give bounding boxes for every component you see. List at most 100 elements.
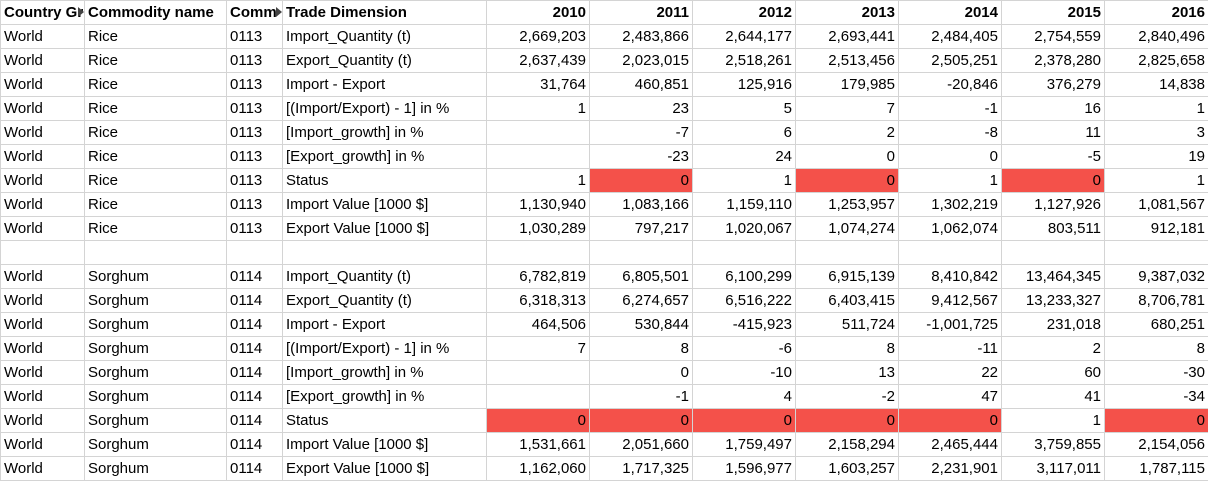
cell-value-2010[interactable]: 7 <box>486 336 590 361</box>
cell-dimension[interactable]: Import Value [1000 $] <box>282 192 487 217</box>
cell-value-2014[interactable]: -11 <box>898 336 1002 361</box>
cell-commodity[interactable]: Rice <box>84 120 227 145</box>
cell-value-2016[interactable]: 19 <box>1104 144 1208 169</box>
cell-value-2016[interactable]: 1 <box>1104 96 1208 121</box>
cell-value-2012[interactable]: 5 <box>692 96 796 121</box>
cell-country[interactable]: World <box>0 384 85 409</box>
cell-commodity[interactable]: Sorghum <box>84 456 227 481</box>
cell-value-2012[interactable]: 6 <box>692 120 796 145</box>
cell-value-2012[interactable]: 1,020,067 <box>692 216 796 241</box>
cell-value-2013[interactable]: -2 <box>795 384 899 409</box>
cell-country[interactable]: World <box>0 216 85 241</box>
cell-value-2010[interactable]: 1,030,289 <box>486 216 590 241</box>
cell[interactable] <box>226 240 283 265</box>
cell-value-2015[interactable]: -5 <box>1001 144 1105 169</box>
cell-commodity[interactable]: Rice <box>84 48 227 73</box>
cell-country[interactable]: World <box>0 288 85 313</box>
cell-value-2014[interactable]: 9,412,567 <box>898 288 1002 313</box>
cell-dimension[interactable]: [Import_growth] in % <box>282 120 487 145</box>
cell-country[interactable]: World <box>0 264 85 289</box>
cell-value-2016[interactable]: 2,825,658 <box>1104 48 1208 73</box>
cell-value-2011[interactable]: -7 <box>589 120 693 145</box>
cell-code[interactable]: 0113 <box>226 96 283 121</box>
cell-value-2013[interactable]: 179,985 <box>795 72 899 97</box>
cell-code[interactable]: 0114 <box>226 312 283 337</box>
cell-value-2016[interactable]: 1,081,567 <box>1104 192 1208 217</box>
cell-value-2011[interactable]: 23 <box>589 96 693 121</box>
cell-value-2011[interactable]: -1 <box>589 384 693 409</box>
cell-code[interactable]: 0113 <box>226 24 283 49</box>
header-dimension[interactable]: Trade Dimension <box>282 0 487 25</box>
cell-value-2014[interactable]: 0 <box>898 144 1002 169</box>
cell[interactable] <box>1104 240 1208 265</box>
cell-code[interactable]: 0114 <box>226 384 283 409</box>
cell-commodity[interactable]: Sorghum <box>84 288 227 313</box>
cell-value-2012[interactable]: 4 <box>692 384 796 409</box>
header-year-2012[interactable]: 2012 <box>692 0 796 25</box>
cell-value-2015[interactable]: 1 <box>1001 408 1105 433</box>
cell[interactable] <box>486 240 590 265</box>
cell-value-2014[interactable]: 2,465,444 <box>898 432 1002 457</box>
cell-dimension[interactable]: Import - Export <box>282 72 487 97</box>
cell-value-2015[interactable]: 60 <box>1001 360 1105 385</box>
cell-commodity[interactable]: Sorghum <box>84 432 227 457</box>
cell-value-2014[interactable]: -8 <box>898 120 1002 145</box>
cell-value-2011[interactable]: 530,844 <box>589 312 693 337</box>
cell-value-2015[interactable]: 231,018 <box>1001 312 1105 337</box>
cell-dimension[interactable]: Export_Quantity (t) <box>282 288 487 313</box>
cell-value-2011[interactable]: 0 <box>589 408 693 433</box>
cell-country[interactable]: World <box>0 120 85 145</box>
cell-value-2013[interactable]: 0 <box>795 408 899 433</box>
cell-country[interactable]: World <box>0 24 85 49</box>
cell[interactable] <box>795 240 899 265</box>
header-year-2011[interactable]: 2011 <box>589 0 693 25</box>
cell-value-2013[interactable]: 1,074,274 <box>795 216 899 241</box>
cell-value-2012[interactable]: -415,923 <box>692 312 796 337</box>
cell-value-2011[interactable]: 460,851 <box>589 72 693 97</box>
cell[interactable] <box>898 240 1002 265</box>
cell-value-2013[interactable]: 2,513,456 <box>795 48 899 73</box>
cell-value-2010[interactable] <box>486 144 590 169</box>
cell-value-2010[interactable]: 1,130,940 <box>486 192 590 217</box>
cell-dimension[interactable]: Import - Export <box>282 312 487 337</box>
cell-value-2013[interactable]: 2 <box>795 120 899 145</box>
cell-code[interactable]: 0113 <box>226 120 283 145</box>
cell-value-2010[interactable]: 2,669,203 <box>486 24 590 49</box>
cell-value-2010[interactable]: 0 <box>486 408 590 433</box>
cell-value-2015[interactable]: 11 <box>1001 120 1105 145</box>
cell-value-2013[interactable]: 6,403,415 <box>795 288 899 313</box>
cell-value-2010[interactable] <box>486 384 590 409</box>
cell-value-2015[interactable]: 3,759,855 <box>1001 432 1105 457</box>
cell-value-2011[interactable]: 2,023,015 <box>589 48 693 73</box>
cell-commodity[interactable]: Rice <box>84 24 227 49</box>
cell-value-2012[interactable]: -10 <box>692 360 796 385</box>
cell-commodity[interactable]: Rice <box>84 168 227 193</box>
cell-country[interactable]: World <box>0 336 85 361</box>
cell-value-2016[interactable]: 8 <box>1104 336 1208 361</box>
cell-value-2012[interactable]: -6 <box>692 336 796 361</box>
header-year-2016[interactable]: 2016 <box>1104 0 1208 25</box>
cell-value-2014[interactable]: 47 <box>898 384 1002 409</box>
cell-value-2014[interactable]: 2,231,901 <box>898 456 1002 481</box>
cell-value-2014[interactable]: 1 <box>898 168 1002 193</box>
cell-value-2014[interactable]: 8,410,842 <box>898 264 1002 289</box>
cell-value-2015[interactable]: 2,754,559 <box>1001 24 1105 49</box>
header-year-2015[interactable]: 2015 <box>1001 0 1105 25</box>
cell-country[interactable]: World <box>0 360 85 385</box>
cell-dimension[interactable]: [Export_growth] in % <box>282 384 487 409</box>
column-resize-arrow-icon[interactable] <box>276 7 282 17</box>
cell-country[interactable]: World <box>0 144 85 169</box>
cell-commodity[interactable]: Rice <box>84 72 227 97</box>
cell-value-2011[interactable]: 8 <box>589 336 693 361</box>
header-country[interactable]: Country Gr <box>0 0 85 25</box>
cell-value-2014[interactable]: 1,302,219 <box>898 192 1002 217</box>
cell-dimension[interactable]: [(Import/Export) - 1] in % <box>282 336 487 361</box>
cell-value-2011[interactable]: 0 <box>589 168 693 193</box>
cell-value-2011[interactable]: 6,274,657 <box>589 288 693 313</box>
cell-value-2013[interactable]: 0 <box>795 168 899 193</box>
cell-dimension[interactable]: Export_Quantity (t) <box>282 48 487 73</box>
cell-value-2015[interactable]: 2,378,280 <box>1001 48 1105 73</box>
cell-value-2015[interactable]: 803,511 <box>1001 216 1105 241</box>
cell-commodity[interactable]: Sorghum <box>84 384 227 409</box>
cell-value-2015[interactable]: 13,233,327 <box>1001 288 1105 313</box>
